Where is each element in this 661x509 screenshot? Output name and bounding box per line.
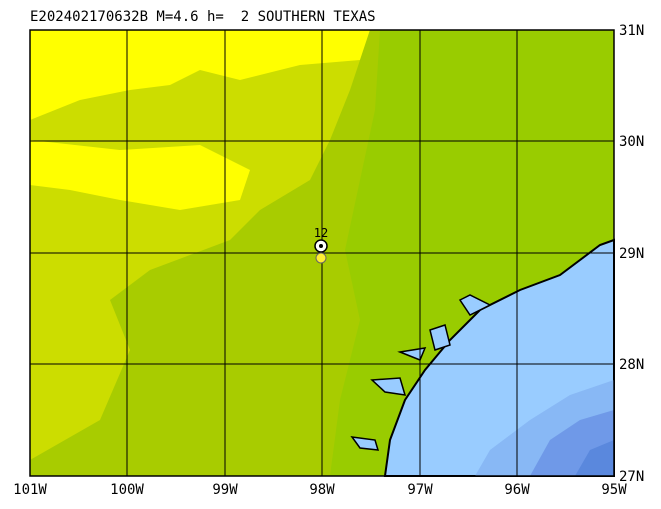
lon-label: 95W [601, 482, 627, 498]
lon-label: 100W [110, 482, 144, 498]
epicenter [315, 252, 327, 264]
lon-label: 101W [13, 482, 47, 498]
lon-label: 97W [407, 482, 433, 498]
lat-label: 28N [619, 357, 644, 373]
lon-labels: 101W 100W 99W 98W 97W 96W 95W [13, 482, 627, 498]
lat-labels: 31N 30N 29N 28N 27N [619, 23, 644, 485]
map-frame [29, 29, 615, 477]
lon-label: 98W [309, 482, 335, 498]
ocean-deepest [575, 440, 614, 476]
lon-label: 99W [212, 482, 238, 498]
lat-label: 27N [619, 469, 644, 485]
land-high [30, 30, 370, 120]
lat-label: 31N [619, 23, 644, 39]
lat-label: 30N [619, 134, 644, 150]
bays [350, 294, 492, 451]
land-high [30, 140, 250, 210]
station: 12 [314, 226, 328, 264]
station-dot [319, 244, 323, 248]
lon-label: 96W [504, 482, 530, 498]
station-label: 12 [314, 226, 328, 240]
lat-label: 29N [619, 246, 644, 262]
map-title: E202402170632B M=4.6 h= 2 SOUTHERN TEXAS [30, 9, 376, 25]
